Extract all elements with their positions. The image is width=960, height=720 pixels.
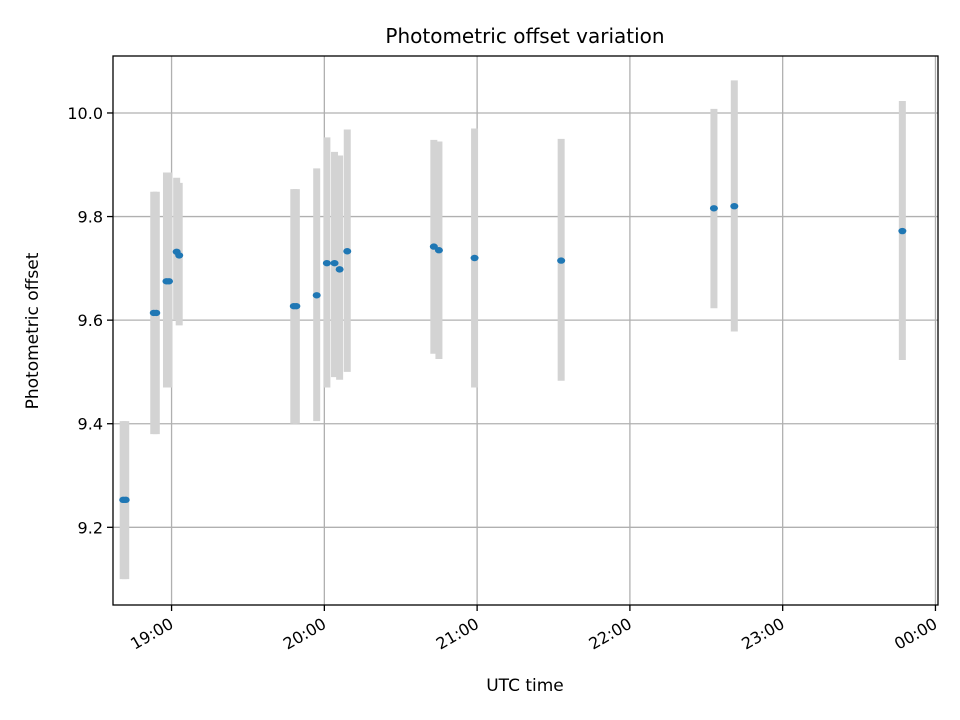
y-tick-label: 9.2 (78, 518, 103, 537)
y-tick-label: 10.0 (67, 104, 103, 123)
y-axis-label: Photometric offset (23, 252, 43, 409)
plot-frame (112, 55, 939, 606)
data-points (119, 202, 907, 504)
ticks: 19:00 20:00 21:00 22:00 23:00 00:00 9.2 9.4 9.6 9… (67, 104, 940, 654)
chart-title: Photometric offset variation (385, 24, 664, 48)
data-point (434, 247, 443, 254)
error-bars (119, 80, 906, 580)
data-point (709, 205, 718, 212)
x-tick-label: 20:00 (280, 614, 329, 654)
grid (113, 56, 938, 605)
y-tick-label: 9.4 (78, 415, 103, 434)
data-point (165, 278, 174, 285)
data-point (335, 266, 344, 273)
x-axis-label: UTC time (486, 676, 564, 696)
x-tick-label: 21:00 (433, 614, 482, 654)
data-point (343, 248, 352, 255)
y-tick-label: 9.8 (78, 208, 103, 227)
data-point (470, 254, 479, 262)
x-tick-label: 00:00 (891, 614, 940, 654)
x-tick-label: 22:00 (585, 614, 634, 654)
data-point (152, 309, 161, 317)
data-point (175, 252, 184, 259)
data-point (730, 202, 739, 210)
x-tick-label: 23:00 (738, 614, 787, 654)
x-tick-label: 19:00 (127, 614, 176, 654)
data-point (312, 292, 321, 299)
data-point (322, 259, 331, 267)
data-point (557, 257, 566, 264)
data-point (330, 259, 339, 267)
data-point (121, 496, 130, 504)
data-point (292, 302, 301, 310)
y-tick-label: 9.6 (78, 311, 103, 330)
data-point (898, 227, 907, 235)
